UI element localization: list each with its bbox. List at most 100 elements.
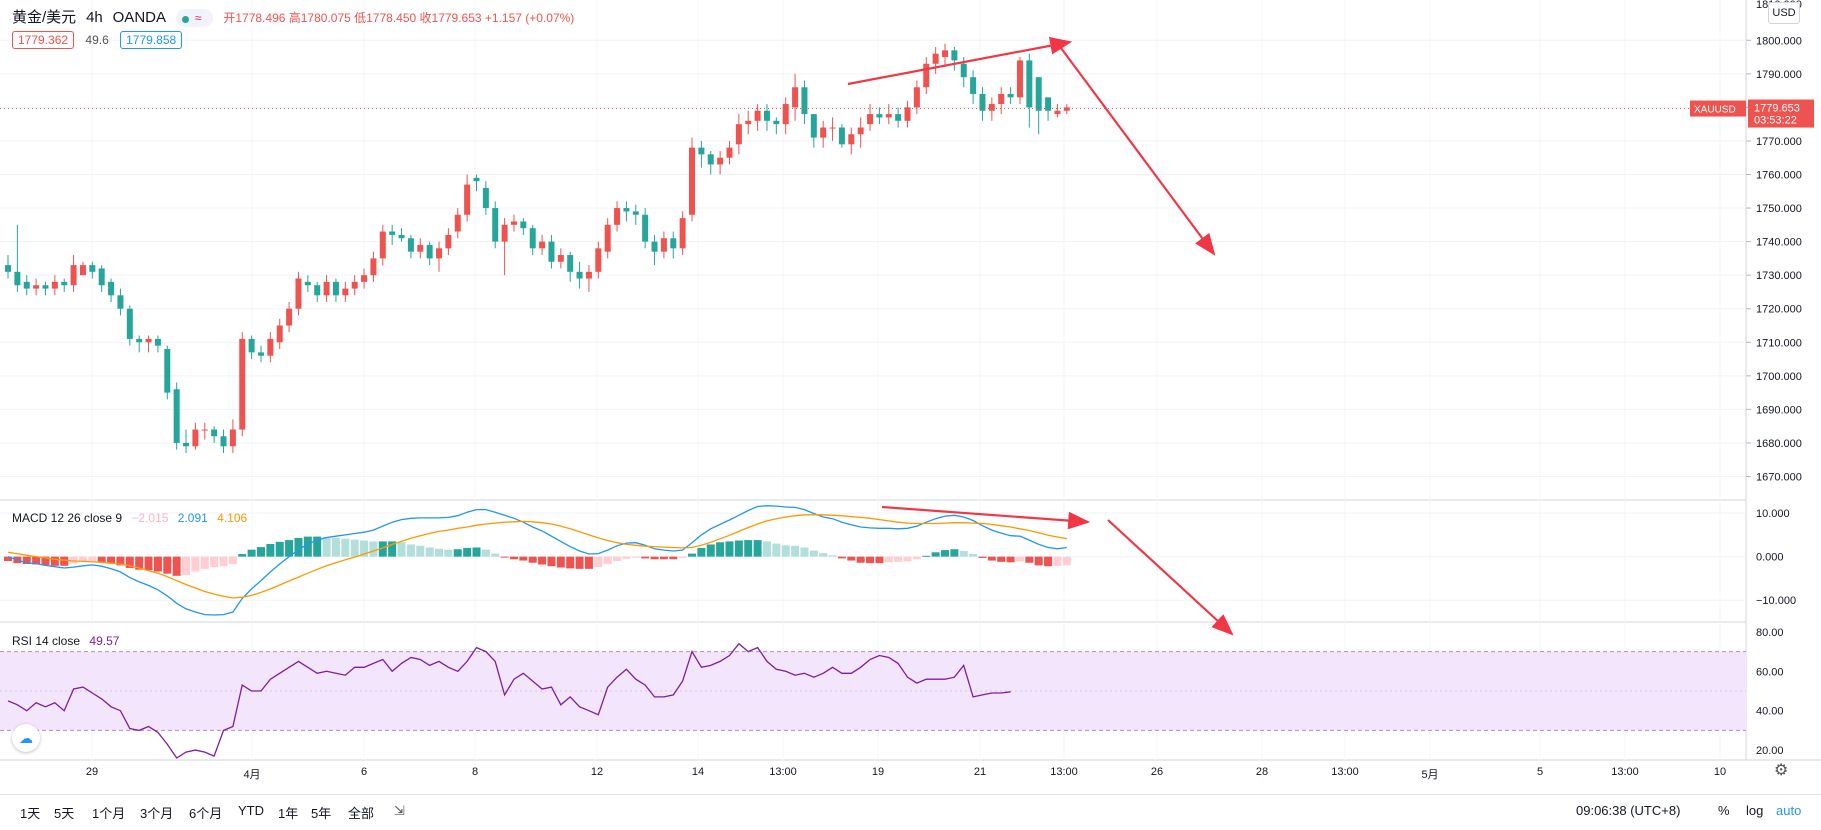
price-tick-label: 1770.000 [1756, 136, 1802, 148]
candle-body [436, 248, 443, 259]
macd-hist-bar [416, 545, 425, 557]
macd-hist-bar [1044, 556, 1053, 567]
candle-body [726, 147, 733, 158]
range-1d[interactable]: 1天 [20, 806, 41, 821]
macd-hist-bar [331, 537, 340, 557]
macd-hist-bar [856, 556, 865, 563]
macd-hist-bar [22, 556, 31, 565]
macd-hist-bar [866, 556, 875, 564]
chart-canvas[interactable]: 1800.0001790.0001780.0001770.0001760.000… [0, 0, 1821, 794]
macd-hist-bar [688, 553, 697, 557]
log-toggle[interactable]: log [1746, 803, 1764, 818]
macd-hist-bar [97, 556, 106, 563]
sell-button[interactable]: 1779.362 [12, 31, 75, 49]
macd-hist-bar [659, 556, 668, 560]
candle-body [136, 338, 143, 343]
range-1m[interactable]: 1个月 [92, 806, 126, 821]
range-3m[interactable]: 3个月 [140, 806, 174, 821]
candle-body [960, 63, 967, 78]
macd-hist-bar [388, 541, 397, 557]
macd-title: MACD 12 26 close 9 [12, 511, 123, 525]
candle-body [239, 338, 246, 430]
buy-button[interactable]: 1779.858 [120, 31, 183, 49]
range-6m[interactable]: 6个月 [189, 806, 223, 821]
macd-hist-bar [275, 541, 284, 557]
macd-hist-bar [744, 540, 753, 557]
price-tick-label: 1800.000 [1756, 35, 1802, 47]
macd-hist-bar [444, 549, 453, 557]
symbol-name[interactable]: 黄金/美元 [12, 9, 77, 26]
range-5y[interactable]: 5年 [311, 806, 332, 821]
macd-hist-bar [425, 547, 434, 557]
macd-hist-bar [697, 547, 706, 557]
macd-hist-bar [182, 556, 191, 575]
range-5d[interactable]: 5天 [54, 806, 75, 821]
candle-body [183, 442, 190, 447]
candle-body [117, 295, 124, 309]
macd-hist-bar [791, 545, 800, 557]
time-tick-label: 13:00 [769, 766, 797, 778]
rsi-band [0, 651, 1746, 731]
interval-label[interactable]: 4h [86, 9, 103, 26]
percent-toggle[interactable]: % [1718, 803, 1730, 818]
macd-hist-bar [762, 541, 771, 557]
candle-body [398, 234, 405, 239]
clock-label[interactable]: 09:06:38 (UTC+8) [1576, 803, 1681, 818]
macd-hist-bar [341, 538, 350, 557]
candle-body [829, 127, 836, 129]
candle-body [988, 104, 995, 111]
rsi-legend[interactable]: RSI 14 close 49.57 [12, 634, 125, 648]
macd-hist-bar [60, 556, 69, 566]
macd-hist-bar [172, 556, 181, 576]
candle-body [192, 429, 199, 447]
candle-body [604, 224, 611, 252]
tradingview-logo-icon[interactable]: ☁ [12, 724, 40, 752]
price-tick-label: 1750.000 [1756, 203, 1802, 215]
candle-body [295, 278, 302, 309]
macd-hist-bar [500, 556, 509, 558]
macd-hist-bar [547, 556, 556, 567]
auto-toggle[interactable]: auto [1776, 803, 1802, 818]
candle-body [42, 285, 49, 289]
macd-hist-bar [734, 540, 743, 557]
range-1y[interactable]: 1年 [278, 806, 299, 821]
macd-hist-bar [463, 547, 472, 557]
trend-annotations[interactable] [847, 37, 1234, 636]
candle-body [1045, 97, 1052, 111]
candle-body [229, 429, 236, 447]
candle-body [454, 214, 461, 232]
candle-body [642, 214, 649, 242]
range-ytd[interactable]: YTD [238, 803, 264, 818]
candle-body [913, 87, 920, 108]
macd-hist-bar [556, 556, 565, 568]
candle-body [820, 127, 827, 138]
currency-button[interactable]: USD [1768, 2, 1800, 24]
candle-body [679, 218, 686, 249]
chart-header: 黄金/美元 4h OANDA ≈ 开1778.496 高1780.075 低17… [12, 6, 580, 28]
macd-hist-bar [266, 544, 275, 557]
gear-icon[interactable]: ⚙ [1774, 762, 1789, 779]
goto-date-icon[interactable]: ⇲ [394, 803, 405, 818]
macd-hist-bar [78, 556, 87, 562]
price-tick-label: 1700.000 [1756, 371, 1802, 383]
macd-hist-bar [32, 556, 41, 565]
price-tick-label: 1730.000 [1756, 270, 1802, 282]
macd-hist-bar [584, 556, 593, 569]
time-tick-label: 8 [471, 766, 479, 778]
candle-body [754, 110, 761, 121]
macd-hist-bar [622, 556, 631, 559]
ohlc-values: 开1778.496 高1780.075 低1778.450 收1779.653 … [223, 11, 575, 25]
price-axis[interactable]: 1800.0001790.0001780.0001770.0001760.000… [1690, 0, 1814, 757]
candle-body [482, 187, 489, 209]
time-tick-label: 5月 [1421, 769, 1439, 781]
market-status-badge[interactable]: ≈ [175, 9, 214, 28]
macd-hist-bar [753, 540, 762, 557]
macd-hist-bar [1006, 556, 1015, 563]
macd-legend[interactable]: MACD 12 26 close 9 −2.015 2.091 4.106 [12, 511, 253, 525]
time-tick-label: 28 [1255, 766, 1269, 778]
range-all[interactable]: 全部 [348, 806, 375, 821]
macd-down-arrow [1107, 519, 1234, 636]
candle-body [1035, 77, 1042, 111]
time-tick-label: 26 [1150, 766, 1164, 778]
price-tick-label: 1690.000 [1756, 404, 1802, 416]
